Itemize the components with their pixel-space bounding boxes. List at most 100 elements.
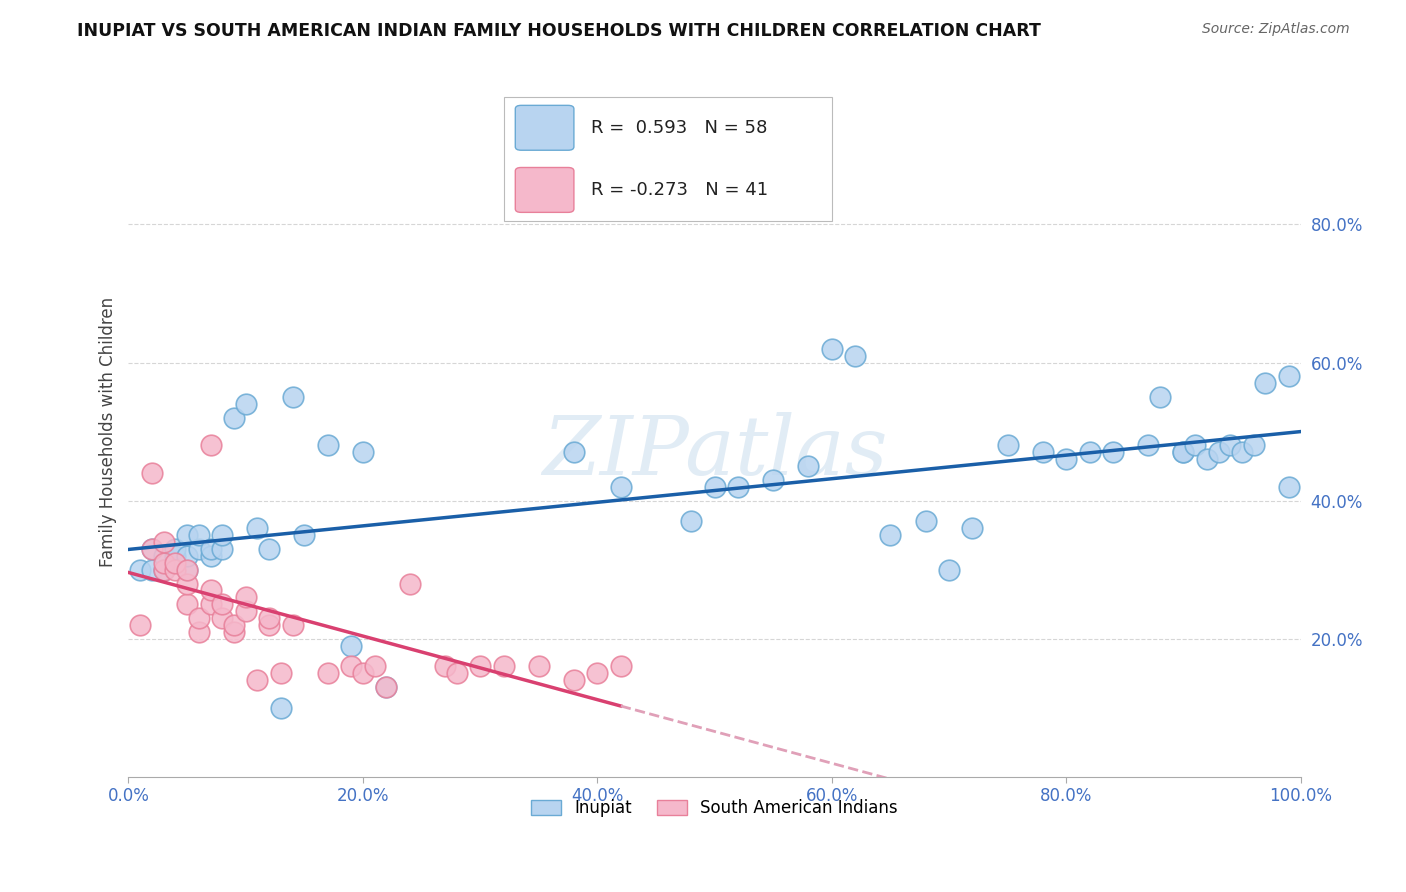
Point <box>562 445 585 459</box>
Point <box>610 480 633 494</box>
Point <box>176 597 198 611</box>
Point <box>703 480 725 494</box>
Point <box>211 597 233 611</box>
Point <box>1102 445 1125 459</box>
Point <box>187 611 209 625</box>
Point <box>681 515 703 529</box>
Point <box>257 618 280 632</box>
Point <box>246 521 269 535</box>
Text: Source: ZipAtlas.com: Source: ZipAtlas.com <box>1202 22 1350 37</box>
Point <box>281 390 304 404</box>
Point <box>246 673 269 688</box>
Point <box>1230 445 1253 459</box>
Point <box>235 591 257 605</box>
Text: R = -0.273   N = 41: R = -0.273 N = 41 <box>592 181 769 199</box>
Point <box>562 673 585 688</box>
Point <box>352 445 374 459</box>
Text: R =  0.593   N = 58: R = 0.593 N = 58 <box>592 119 768 136</box>
FancyBboxPatch shape <box>515 168 574 212</box>
Point <box>200 549 222 563</box>
Y-axis label: Family Households with Children: Family Households with Children <box>100 296 117 566</box>
Point <box>187 624 209 639</box>
Point <box>187 541 209 556</box>
Point <box>141 563 163 577</box>
Point <box>292 528 315 542</box>
Point <box>610 659 633 673</box>
Point <box>129 618 152 632</box>
Point <box>200 438 222 452</box>
Point <box>152 549 174 563</box>
Point <box>235 604 257 618</box>
Point <box>176 576 198 591</box>
Point <box>879 528 901 542</box>
Point <box>1149 390 1171 404</box>
Point <box>316 438 339 452</box>
Point <box>340 639 363 653</box>
Point <box>844 349 866 363</box>
Point <box>375 680 398 694</box>
Point <box>821 342 844 356</box>
FancyBboxPatch shape <box>503 96 832 221</box>
Point <box>363 659 385 673</box>
Point <box>468 659 491 673</box>
Point <box>914 515 936 529</box>
Point <box>797 459 820 474</box>
Point <box>1278 480 1301 494</box>
Point <box>200 541 222 556</box>
Point <box>727 480 749 494</box>
Point <box>1078 445 1101 459</box>
Point <box>270 701 292 715</box>
Text: INUPIAT VS SOUTH AMERICAN INDIAN FAMILY HOUSEHOLDS WITH CHILDREN CORRELATION CHA: INUPIAT VS SOUTH AMERICAN INDIAN FAMILY … <box>77 22 1042 40</box>
Point <box>152 563 174 577</box>
Point <box>997 438 1019 452</box>
FancyBboxPatch shape <box>515 105 574 150</box>
Point <box>222 618 245 632</box>
Point <box>141 541 163 556</box>
Point <box>257 541 280 556</box>
Point <box>586 666 609 681</box>
Point <box>1195 452 1218 467</box>
Point <box>270 666 292 681</box>
Point <box>200 583 222 598</box>
Point <box>1173 445 1195 459</box>
Point <box>257 611 280 625</box>
Point <box>1054 452 1077 467</box>
Point <box>962 521 984 535</box>
Point <box>187 528 209 542</box>
Point <box>492 659 515 673</box>
Point <box>281 618 304 632</box>
Point <box>938 563 960 577</box>
Point <box>129 563 152 577</box>
Point <box>1184 438 1206 452</box>
Point <box>1243 438 1265 452</box>
Point <box>1137 438 1160 452</box>
Point <box>211 611 233 625</box>
Point <box>1032 445 1054 459</box>
Point <box>152 535 174 549</box>
Point <box>165 556 187 570</box>
Text: ZIPatlas: ZIPatlas <box>541 412 887 492</box>
Point <box>352 666 374 681</box>
Point <box>398 576 420 591</box>
Point <box>375 680 398 694</box>
Point <box>316 666 339 681</box>
Point <box>1219 438 1241 452</box>
Point <box>222 624 245 639</box>
Point <box>222 410 245 425</box>
Point <box>141 466 163 480</box>
Point <box>176 563 198 577</box>
Point <box>141 541 163 556</box>
Point <box>152 563 174 577</box>
Point <box>1254 376 1277 391</box>
Point <box>200 597 222 611</box>
Point <box>762 473 785 487</box>
Point <box>176 549 198 563</box>
Point <box>165 541 187 556</box>
Point <box>446 666 468 681</box>
Point <box>527 659 550 673</box>
Point <box>1278 369 1301 384</box>
Legend: Inupiat, South American Indians: Inupiat, South American Indians <box>524 792 904 824</box>
Point <box>165 549 187 563</box>
Point <box>176 528 198 542</box>
Point <box>433 659 456 673</box>
